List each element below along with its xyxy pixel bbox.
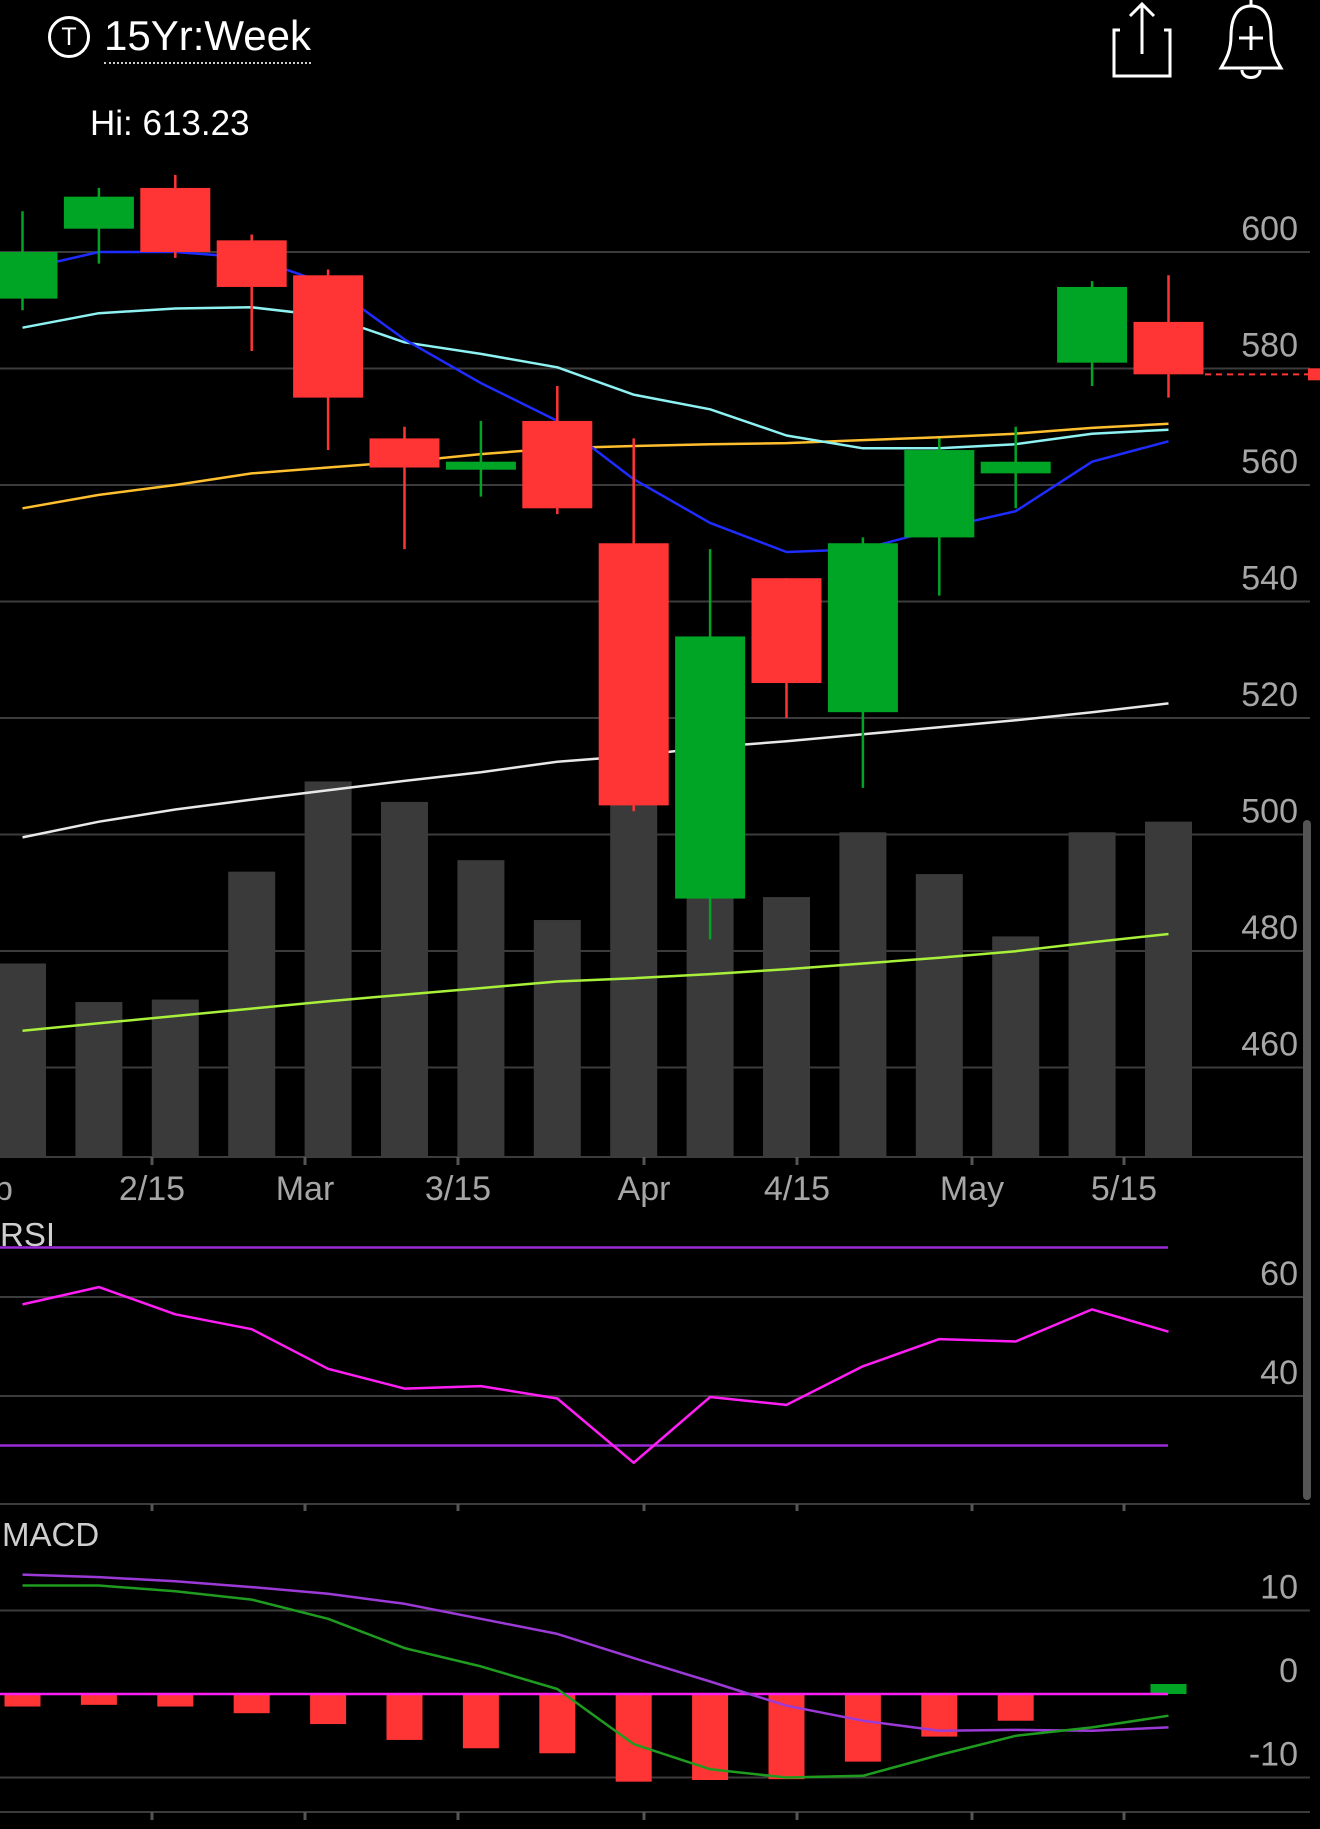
price-tick-label: 520 [1241,676,1298,714]
volume-bar [381,801,428,1157]
candle-up [980,461,1051,474]
volume-bar [75,1002,123,1157]
timeframe-selector[interactable]: 15Yr:Week [104,12,311,64]
macd-histogram-bar [539,1694,576,1754]
volume-bar [1145,821,1192,1157]
price-tick-label: 600 [1241,210,1298,248]
timeframe-icon[interactable]: T [48,16,90,58]
macd-histogram-bar [462,1694,499,1749]
macd-histogram-bar [80,1694,117,1705]
rsi-line [22,1285,1169,1465]
candle-down [598,543,669,806]
x-axis-date-label: 4/15 [764,1170,830,1208]
macd-histogram-bar [386,1694,423,1740]
candle-down [751,578,822,684]
candle-up [675,636,746,899]
volume-bar [533,920,581,1157]
x-axis-date-label: 5/15 [1091,1170,1157,1208]
price-tick-label: 580 [1241,327,1298,365]
price-tick-label: 460 [1241,1026,1298,1064]
x-axis-date-label: 2/15 [119,1170,185,1208]
price-tick-label: 540 [1241,560,1298,598]
rsi-tick-label: 60 [1260,1255,1298,1293]
candle-down [369,438,440,468]
macd-histogram-bar [157,1694,194,1707]
volume-bar [1068,832,1116,1157]
candle-up [1057,286,1128,363]
macd-histogram-bar [1150,1683,1187,1694]
volume-bar [0,963,46,1157]
volume-bar [992,936,1040,1157]
last-price-marker [1308,368,1320,381]
volume-bar [228,871,276,1157]
price-tick-label: 500 [1241,793,1298,831]
volume-bar [915,874,963,1157]
candle-up [0,252,58,299]
candle-up [827,543,898,713]
macd-tick-label: -10 [1249,1736,1298,1774]
candle-down [216,240,287,287]
macd-histogram-bar [615,1694,652,1782]
moving-average-orange-line [22,422,1169,510]
macd-tick-label: 10 [1260,1569,1298,1607]
candle-up [63,196,134,229]
high-price-label: Hi: 613.23 [90,104,250,143]
candle-down [140,187,211,252]
volume-bar [304,781,352,1157]
add-alert-bell-icon[interactable] [1218,0,1284,80]
candle-down [293,275,364,398]
volume-bar [763,897,810,1157]
candle-up [904,450,975,538]
volume-bar [457,860,505,1157]
candle-down [1133,321,1204,375]
x-axis-date-label: May [940,1170,1004,1208]
moving-average-white-line [22,702,1169,839]
moving-average-cyan-line [22,306,1169,450]
candle-down [522,420,593,509]
macd-histogram-bar [997,1694,1034,1721]
macd-histogram-bar [4,1694,41,1707]
x-axis-date-label: Apr [618,1170,671,1208]
macd-line [22,1584,1169,1779]
macd-panel-title: MACD [2,1516,99,1553]
price-tick-label: 480 [1241,909,1298,947]
x-axis-date-label: eb [0,1170,13,1208]
moving-average-blue-line [22,250,1169,554]
macd-tick-label: 0 [1279,1652,1298,1690]
share-icon[interactable] [1112,0,1172,80]
macd-histogram-bar [692,1694,729,1781]
volume-bar [151,999,199,1157]
candle-up [445,461,516,470]
price-tick-label: 560 [1241,443,1298,481]
macd-histogram-bar [233,1694,270,1714]
volume-moving-average-line [22,932,1169,1032]
macd-signal-line [22,1573,1169,1732]
volume-bar [839,832,887,1157]
x-axis-date-label: Mar [276,1170,335,1208]
x-axis-date-label: 3/15 [425,1170,491,1208]
chart-scrollbar[interactable] [1303,820,1311,1500]
macd-histogram-bar [310,1694,347,1725]
macd-histogram-bar [844,1694,881,1762]
top-bar: T 15Yr:Week [0,0,1320,100]
rsi-tick-label: 40 [1260,1354,1298,1392]
